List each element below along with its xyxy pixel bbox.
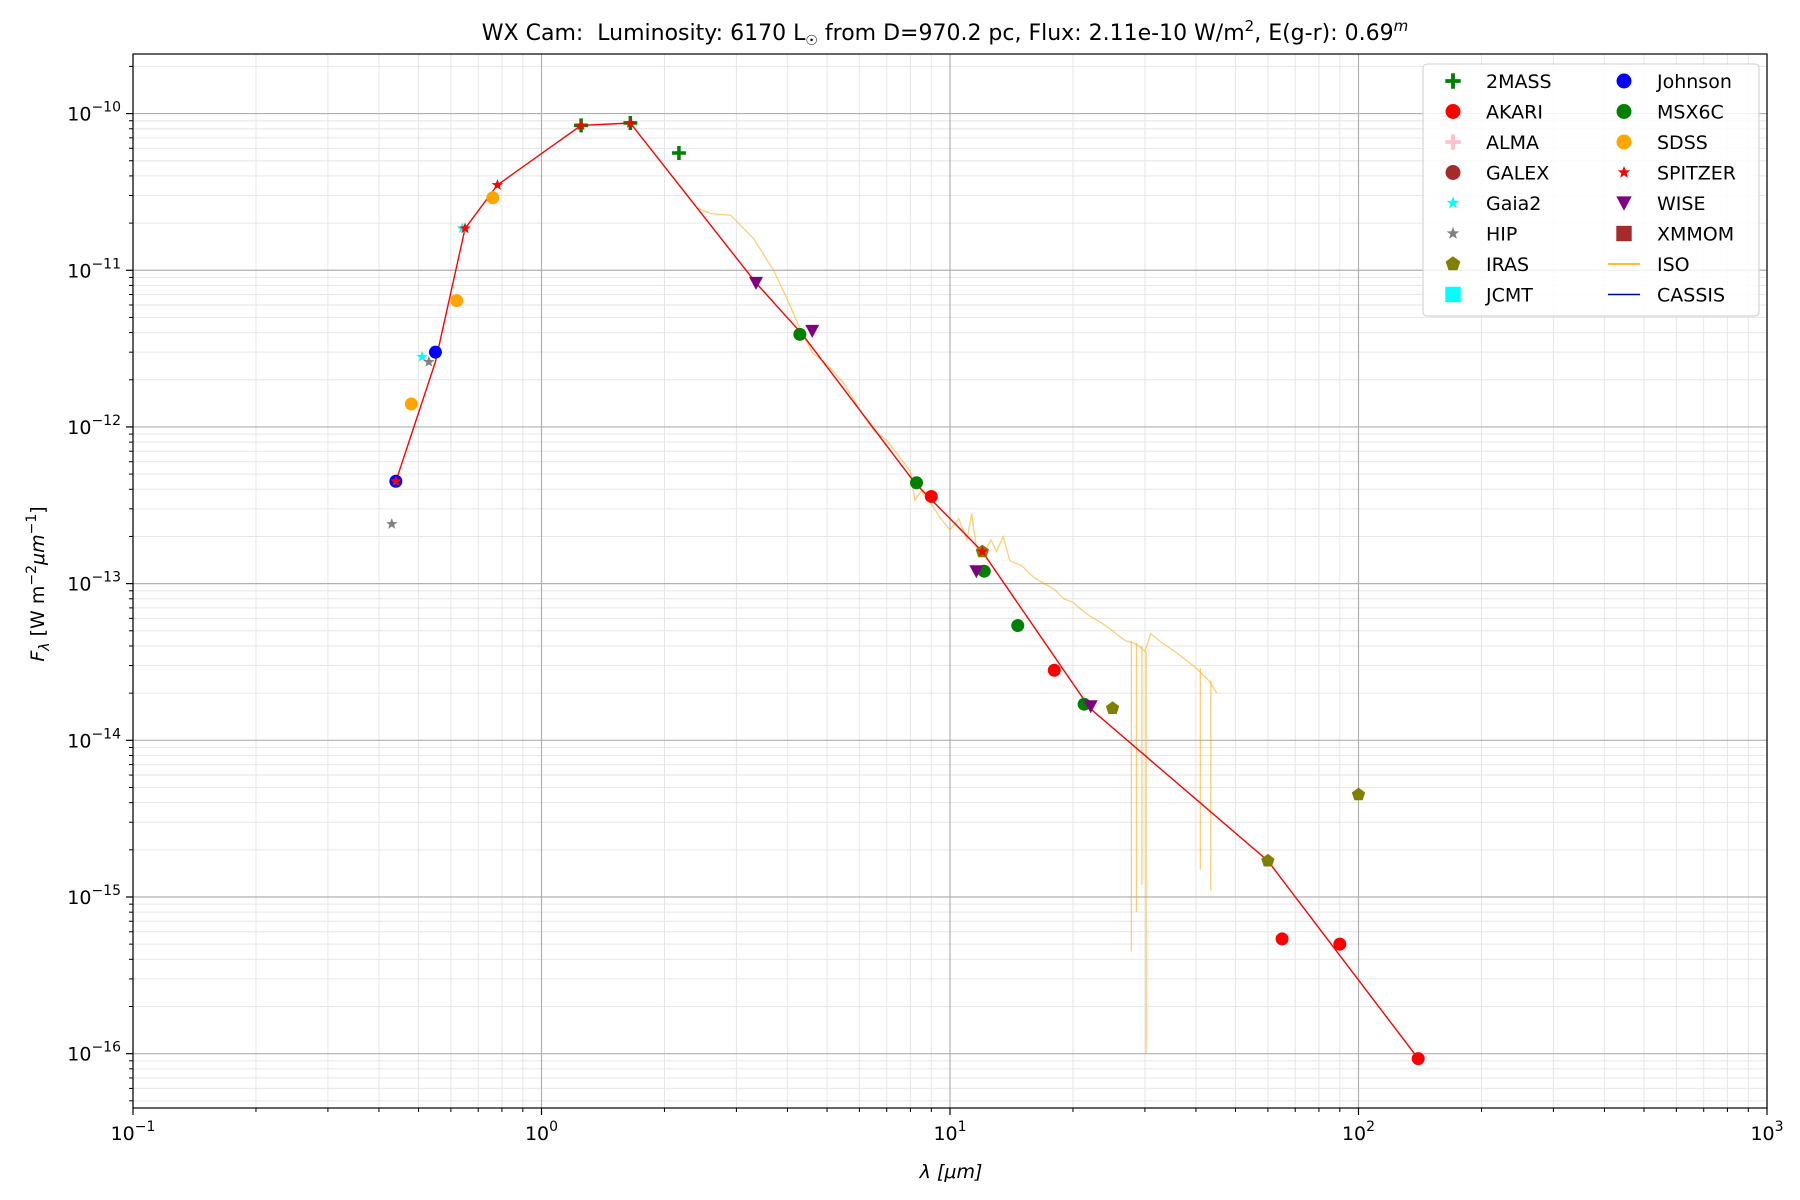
y-axis-unit-c: ] (27, 506, 49, 513)
akari-point (924, 489, 938, 503)
akari-point (1411, 1052, 1425, 1066)
legend-marker-spitzer (1617, 165, 1631, 178)
legend-marker-alma (1445, 134, 1461, 150)
spitzer-point (976, 545, 989, 557)
x-axis-label: λ [μm] (919, 1161, 983, 1183)
wise-point (1083, 700, 1098, 714)
2mass-point (671, 146, 686, 161)
legend-label-spitzer: SPITZER (1657, 163, 1736, 185)
hip-point (386, 518, 398, 529)
spitzer-point (390, 475, 402, 487)
x-tick-label: 103 (1750, 1119, 1783, 1145)
legend-label-jcmt: JCMT (1485, 285, 1533, 307)
legend-label-akari: AKARI (1486, 102, 1543, 124)
iras-point (1261, 853, 1275, 867)
akari-point (1047, 663, 1061, 677)
legend-label-gaia2: Gaia2 (1486, 193, 1541, 215)
akari-point (1333, 937, 1347, 951)
legend-label-msx6c: MSX6C (1657, 102, 1724, 124)
x-tick-label: 102 (1342, 1119, 1375, 1145)
spitzer-point (459, 222, 471, 234)
x-tick-label: 101 (933, 1119, 966, 1145)
legend-marker-wise (1616, 196, 1632, 211)
gaia2-point (416, 350, 428, 362)
msx6c-point (910, 476, 924, 490)
y-axis-unit-b: μm (27, 534, 49, 566)
legend-label-2mass: 2MASS (1486, 71, 1552, 93)
legend-label-cassis: CASSIS (1657, 285, 1725, 307)
title-distance-flux: from D=970.2 pc, Flux: 2.11e-10 W/m (825, 21, 1245, 46)
x-tick-label: 10−1 (111, 1119, 156, 1145)
title-extinction-power: m (1394, 17, 1409, 35)
akari-point (1275, 932, 1289, 946)
legend-marker-msx6c (1616, 104, 1632, 119)
legend-label-galex: GALEX (1486, 163, 1549, 185)
legend-marker-sdss (1616, 134, 1632, 150)
msx6c-point (793, 327, 807, 341)
sdss-point (404, 397, 418, 411)
y-axis-subscript: λ (37, 642, 53, 651)
axis-ticks (126, 65, 1768, 1115)
title-star: WX Cam: (482, 21, 584, 46)
legend-marker-hip (1446, 226, 1460, 239)
title-extinction: , E(g-r): 0.69 (1254, 21, 1393, 46)
iso-spectrum-line (696, 207, 1218, 694)
legend-label-wise: WISE (1657, 193, 1705, 215)
legend-marker-galex (1445, 165, 1461, 180)
wise-point (748, 276, 763, 290)
y-axis-unit-a: [W m (27, 586, 49, 637)
legend-label-johnson: Johnson (1656, 71, 1732, 93)
title-sun-symbol: ☉ (805, 33, 818, 49)
data-points (386, 116, 1425, 1066)
legend-marker-akari (1445, 104, 1461, 119)
x-axis-symbol: λ (919, 1161, 931, 1183)
legend-marker-xmmom (1616, 225, 1632, 242)
spitzer-point (624, 117, 636, 128)
hip-point (423, 355, 435, 367)
x-tick-label: 100 (525, 1119, 558, 1145)
legend-label-iras: IRAS (1486, 254, 1529, 276)
legend-marker-jcmt (1445, 286, 1461, 303)
y-tick-label: 10−15 (67, 883, 121, 909)
legend: 2MASS AKARI ALMA GALEX Gaia2 HIP IRAS JCMT Johns… (1422, 63, 1760, 317)
legend-label-hip: HIP (1486, 224, 1517, 246)
sdss-point (486, 191, 500, 205)
y-tick-labels: 10−16 10−15 10−14 10−13 10−12 10−11 10−10 (67, 100, 121, 1066)
johnson-point (428, 345, 442, 359)
y-axis-symbol: F (27, 650, 49, 662)
y-tick-label: 10−16 (67, 1040, 121, 1066)
iras-point (1351, 787, 1366, 801)
legend-label-iso: ISO (1657, 254, 1690, 276)
wise-point (805, 324, 820, 338)
x-tick-labels: 10−1 100 101 102 103 (111, 1119, 1784, 1145)
legend-marker-gaia2 (1446, 196, 1460, 209)
iras-point (1105, 701, 1120, 714)
y-tick-label: 10−10 (67, 100, 121, 126)
y-tick-label: 10−12 (67, 413, 121, 439)
wise-point (969, 565, 984, 579)
y-axis-pow-b: −1 (24, 514, 40, 535)
legend-marker-johnson (1616, 73, 1632, 89)
y-axis-pow-a: −2 (24, 565, 40, 586)
title-luminosity: Luminosity: 6170 L (597, 21, 806, 46)
y-tick-label: 10−11 (67, 256, 121, 282)
legend-label-xmmom: XMMOM (1657, 224, 1734, 246)
msx6c-point (1011, 619, 1025, 633)
title-flux-power: 2 (1245, 17, 1255, 35)
y-tick-label: 10−13 (67, 570, 121, 596)
y-axis-label: Fλ [W m−2μm−1] (24, 506, 53, 661)
legend-box (1422, 63, 1760, 317)
iso-spectrum (696, 207, 1218, 1054)
legend-marker-2mass (1445, 73, 1461, 89)
spitzer-point (491, 179, 504, 190)
legend-label-alma: ALMA (1486, 132, 1539, 154)
legend-label-sdss: SDSS (1657, 132, 1708, 154)
y-tick-label: 10−14 (67, 726, 121, 752)
spitzer-point (575, 119, 587, 131)
chart-title: WX Cam: Luminosity: 6170 L☉ from D=970.2… (482, 17, 1408, 49)
x-axis-unit: [μm] (937, 1161, 982, 1183)
sdss-point (450, 294, 464, 308)
legend-marker-iras (1445, 256, 1461, 271)
